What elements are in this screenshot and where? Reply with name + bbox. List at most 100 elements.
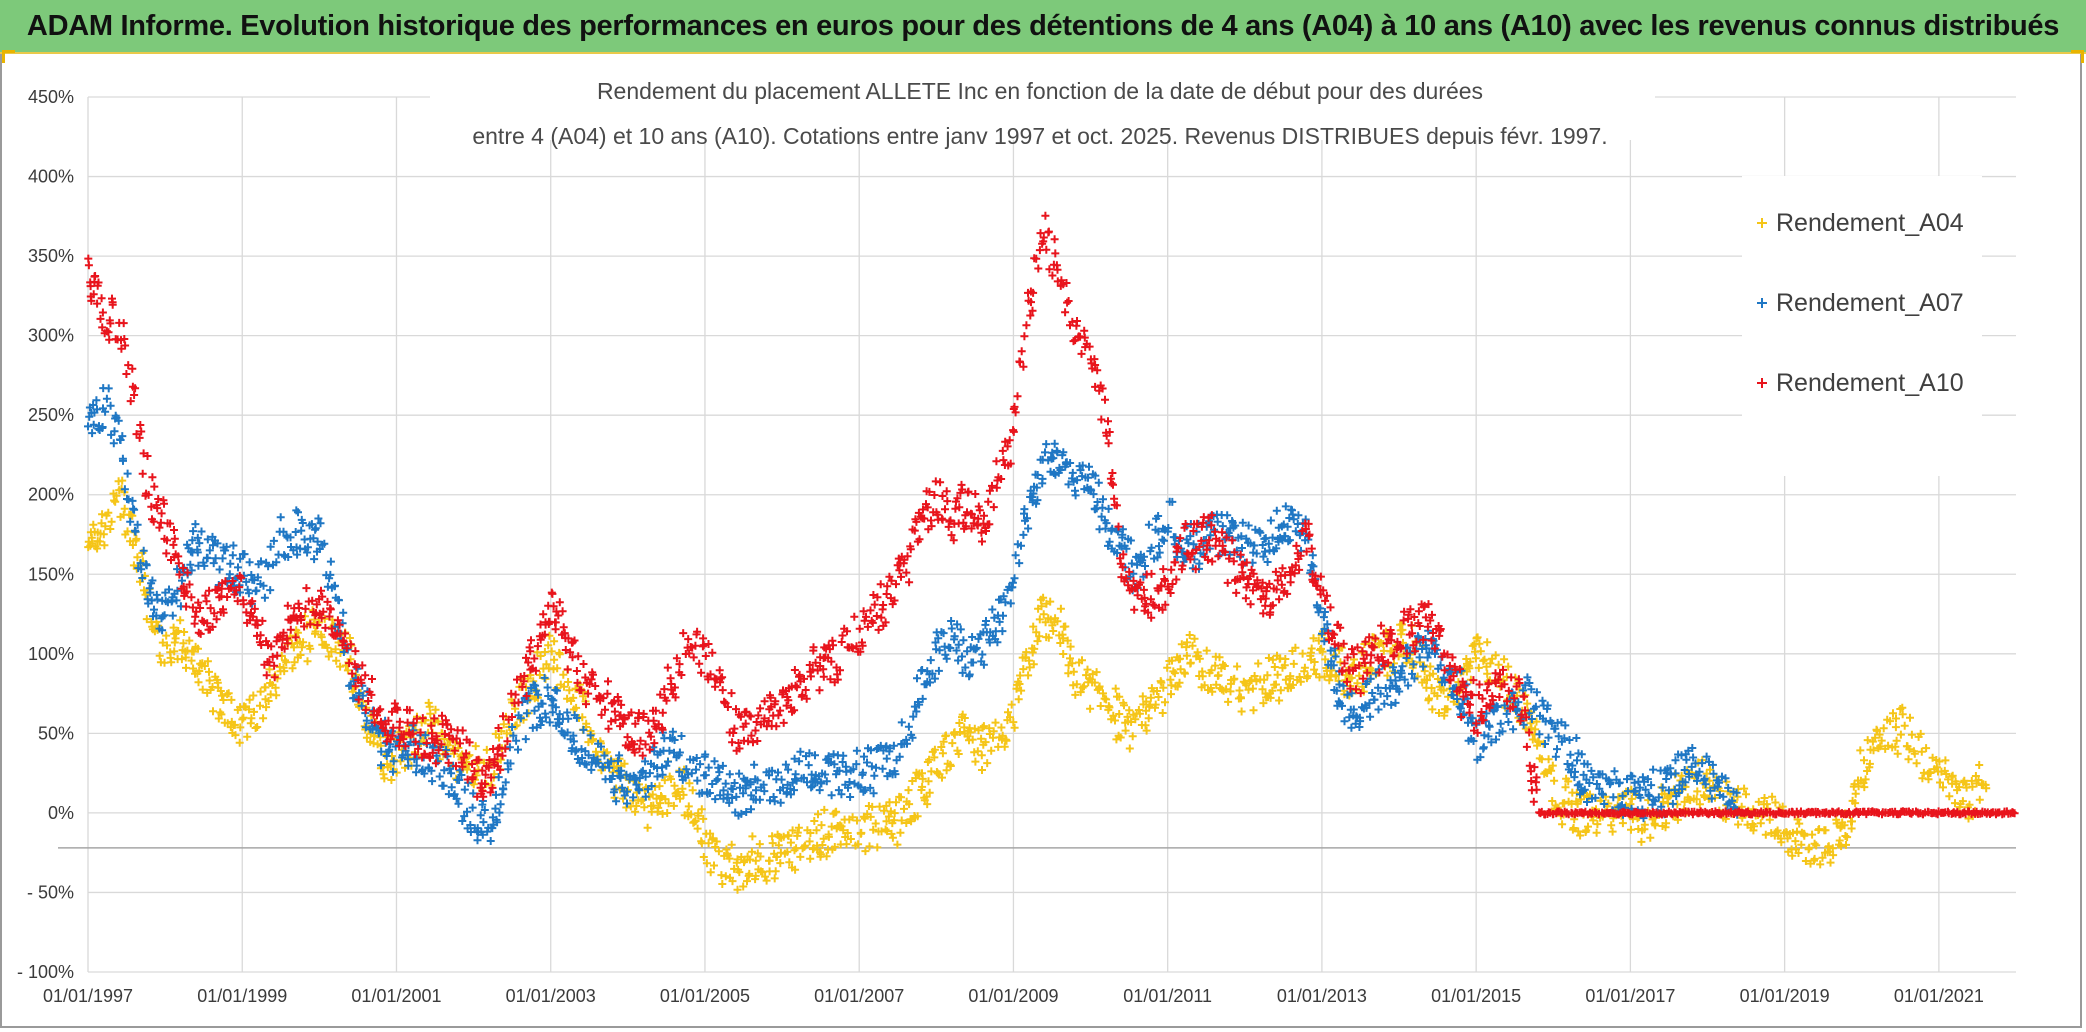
data-point (1504, 718, 1513, 726)
data-point (250, 707, 258, 716)
data-point (770, 874, 779, 883)
data-point (971, 757, 980, 766)
data-point (930, 753, 939, 762)
data-point (1414, 607, 1423, 616)
data-point (954, 656, 963, 665)
data-point (1144, 520, 1153, 529)
data-point (977, 528, 986, 537)
data-point (1975, 795, 1984, 804)
data-point (1893, 749, 1902, 758)
y-tick-label: 0% (48, 803, 74, 823)
data-point (827, 791, 836, 800)
data-point (301, 604, 310, 613)
data-point (169, 540, 178, 549)
data-point (174, 559, 183, 568)
data-point (1059, 650, 1068, 658)
data-point (747, 847, 756, 856)
data-point (960, 714, 969, 722)
data-point (236, 723, 245, 732)
data-point (1734, 820, 1743, 829)
data-point (855, 624, 864, 633)
data-point (1020, 505, 1029, 514)
data-point (751, 871, 760, 880)
data-point (701, 771, 710, 780)
data-point (1180, 669, 1189, 678)
data-point (148, 473, 157, 482)
data-point (739, 882, 748, 891)
data-point (965, 670, 974, 679)
data-point (1101, 395, 1109, 404)
data-point (215, 565, 224, 574)
data-point (977, 734, 986, 743)
data-point (238, 715, 247, 724)
data-point (670, 781, 679, 790)
data-point (1167, 565, 1176, 574)
data-point (730, 724, 739, 733)
data-point (755, 795, 764, 804)
data-point (882, 754, 891, 763)
data-point (1107, 479, 1116, 488)
data-point (1020, 332, 1029, 341)
data-point (697, 805, 706, 814)
data-point (679, 629, 688, 638)
data-point (706, 829, 715, 838)
data-point (946, 762, 955, 770)
data-point (768, 839, 777, 848)
data-point (170, 534, 179, 543)
data-point (1010, 574, 1019, 583)
data-point (1024, 524, 1033, 533)
data-point (883, 827, 892, 836)
data-point (511, 690, 520, 699)
x-tick-label: 01/01/2007 (814, 986, 904, 1006)
data-point (1553, 745, 1561, 754)
data-point (830, 843, 839, 851)
data-point (790, 666, 799, 674)
data-point (1224, 697, 1233, 706)
data-point (1130, 605, 1139, 614)
data-point (224, 689, 233, 698)
data-point (1073, 317, 1081, 325)
data-point (768, 832, 777, 841)
data-point (750, 760, 759, 769)
data-point (104, 384, 113, 393)
data-point (749, 738, 757, 747)
data-point (290, 658, 299, 667)
data-point (176, 616, 185, 625)
data-point (252, 586, 261, 595)
y-tick-label: 200% (28, 485, 74, 505)
data-point (848, 813, 857, 822)
data-point (346, 655, 355, 664)
data-point (434, 717, 443, 726)
data-point (715, 666, 724, 675)
data-point (956, 728, 964, 736)
data-point (669, 801, 678, 810)
data-point (264, 697, 273, 705)
data-point (1610, 767, 1619, 776)
y-tick-label: 100% (28, 644, 74, 664)
data-point (693, 824, 702, 833)
data-point (491, 804, 500, 813)
grid-layer (58, 96, 2016, 973)
data-point (1286, 578, 1295, 587)
data-point (343, 666, 352, 675)
data-point (772, 722, 781, 731)
x-tick-label: 01/01/2017 (1585, 986, 1675, 1006)
data-point (727, 689, 736, 698)
data-point (1022, 321, 1031, 330)
data-point (111, 497, 120, 506)
data-point (815, 686, 824, 695)
data-point (1144, 714, 1153, 723)
data-point (374, 706, 383, 715)
data-point (1064, 297, 1073, 305)
data-point (1843, 833, 1852, 842)
data-point (1025, 663, 1034, 672)
plot-area: Rendement du placement ALLETE Inc en fon… (17, 58, 2019, 1006)
data-point (1025, 656, 1034, 665)
data-point (824, 832, 833, 841)
data-point (1029, 622, 1038, 631)
data-point (978, 766, 986, 774)
data-point (228, 551, 237, 560)
data-point (777, 775, 786, 784)
data-point (1034, 264, 1043, 273)
data-point (786, 838, 795, 847)
